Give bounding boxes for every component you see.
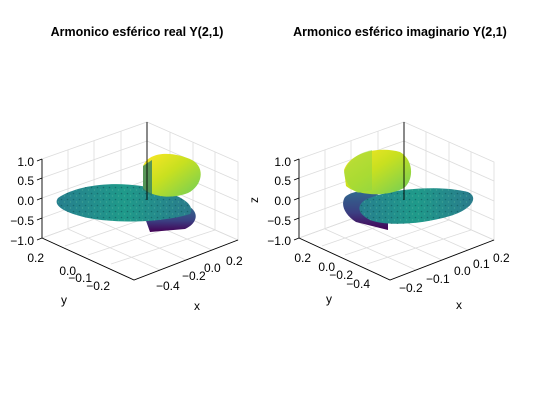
panel-2: Armonico esférico imaginario Y(2,1) (247, 25, 510, 312)
panel-1-y-tick: −0.2 (86, 279, 110, 293)
panel-2-x-tick: −0.1 (426, 272, 450, 286)
panel-2-ylabel: y (326, 292, 332, 306)
panel-2-xlabel: x (456, 298, 462, 312)
panel-1-z-tick: −1.0 (10, 234, 34, 248)
panel-1-z-tick: 0.5 (17, 174, 34, 188)
panel-2-z-tick: 1.0 (274, 155, 291, 169)
panel-2-y-tick: −0.4 (346, 277, 370, 291)
panel-1-xlabel: x (194, 299, 200, 313)
panel-1-spines (41, 122, 239, 281)
panel-2-surface (343, 149, 474, 230)
panel-1-y-tick: −0.1 (68, 271, 92, 285)
panel-1-z-tick: 1.0 (17, 155, 34, 169)
panel-1-x-tick: 0.0 (204, 261, 221, 275)
panel-1-ylabel: y (61, 293, 67, 307)
panel-1: Armonico esférico real Y(2,1) (10, 25, 243, 313)
panel-2-z-ticks: 1.0 0.5 0.0 −0.5 −1.0 (267, 155, 300, 248)
panel-2-y-tick: 0.0 (318, 260, 335, 274)
panel-2-z-tick: 0.0 (274, 194, 291, 208)
panel-1-x-tick: −0.2 (182, 269, 206, 283)
panel-1-surface (56, 153, 201, 232)
panel-1-y-ticks: 0.2 0.0 −0.1 −0.2 (27, 251, 110, 293)
panel-2-z-tick: −1.0 (267, 234, 291, 248)
panel-2-x-tick: −0.2 (399, 281, 423, 295)
panel-2-z-tick: 0.5 (274, 174, 291, 188)
panel-2-zlabel: z (247, 197, 261, 203)
panel-2-z-tick: −0.5 (267, 214, 291, 228)
panel-1-x-tick: 0.2 (226, 254, 243, 268)
panel-1-lobe-top (143, 153, 201, 197)
panel-2-x-tick: 0.1 (473, 257, 490, 271)
panel-1-title: Armonico esférico real Y(2,1) (51, 25, 224, 39)
panel-1-x-tick: −0.4 (156, 279, 180, 293)
panel-2-y-tick: −0.2 (329, 268, 353, 282)
panel-2-x-tick: 0.2 (493, 251, 510, 265)
panel-2-x-ticks: −0.2 −0.1 0.0 0.1 0.2 (399, 251, 510, 295)
panel-2-y-tick: 0.2 (294, 251, 311, 265)
panel-2-y-ticks: 0.2 0.0 −0.2 −0.4 (294, 251, 370, 291)
panel-1-z-tick: −0.5 (10, 214, 34, 228)
panel-2-x-tick: 0.0 (454, 264, 471, 278)
panel-2-title: Armonico esférico imaginario Y(2,1) (293, 25, 507, 39)
panel-1-y-tick: 0.0 (59, 264, 76, 278)
panel-2-spines (298, 122, 495, 281)
panel-1-x-ticks: −0.4 −0.2 0.0 0.2 (156, 254, 243, 293)
panel-1-y-tick: 0.2 (27, 251, 44, 265)
panel-1-z-tick: 0.0 (17, 194, 34, 208)
panel-1-z-ticks: 1.0 0.5 0.0 −0.5 −1.0 (10, 155, 43, 248)
